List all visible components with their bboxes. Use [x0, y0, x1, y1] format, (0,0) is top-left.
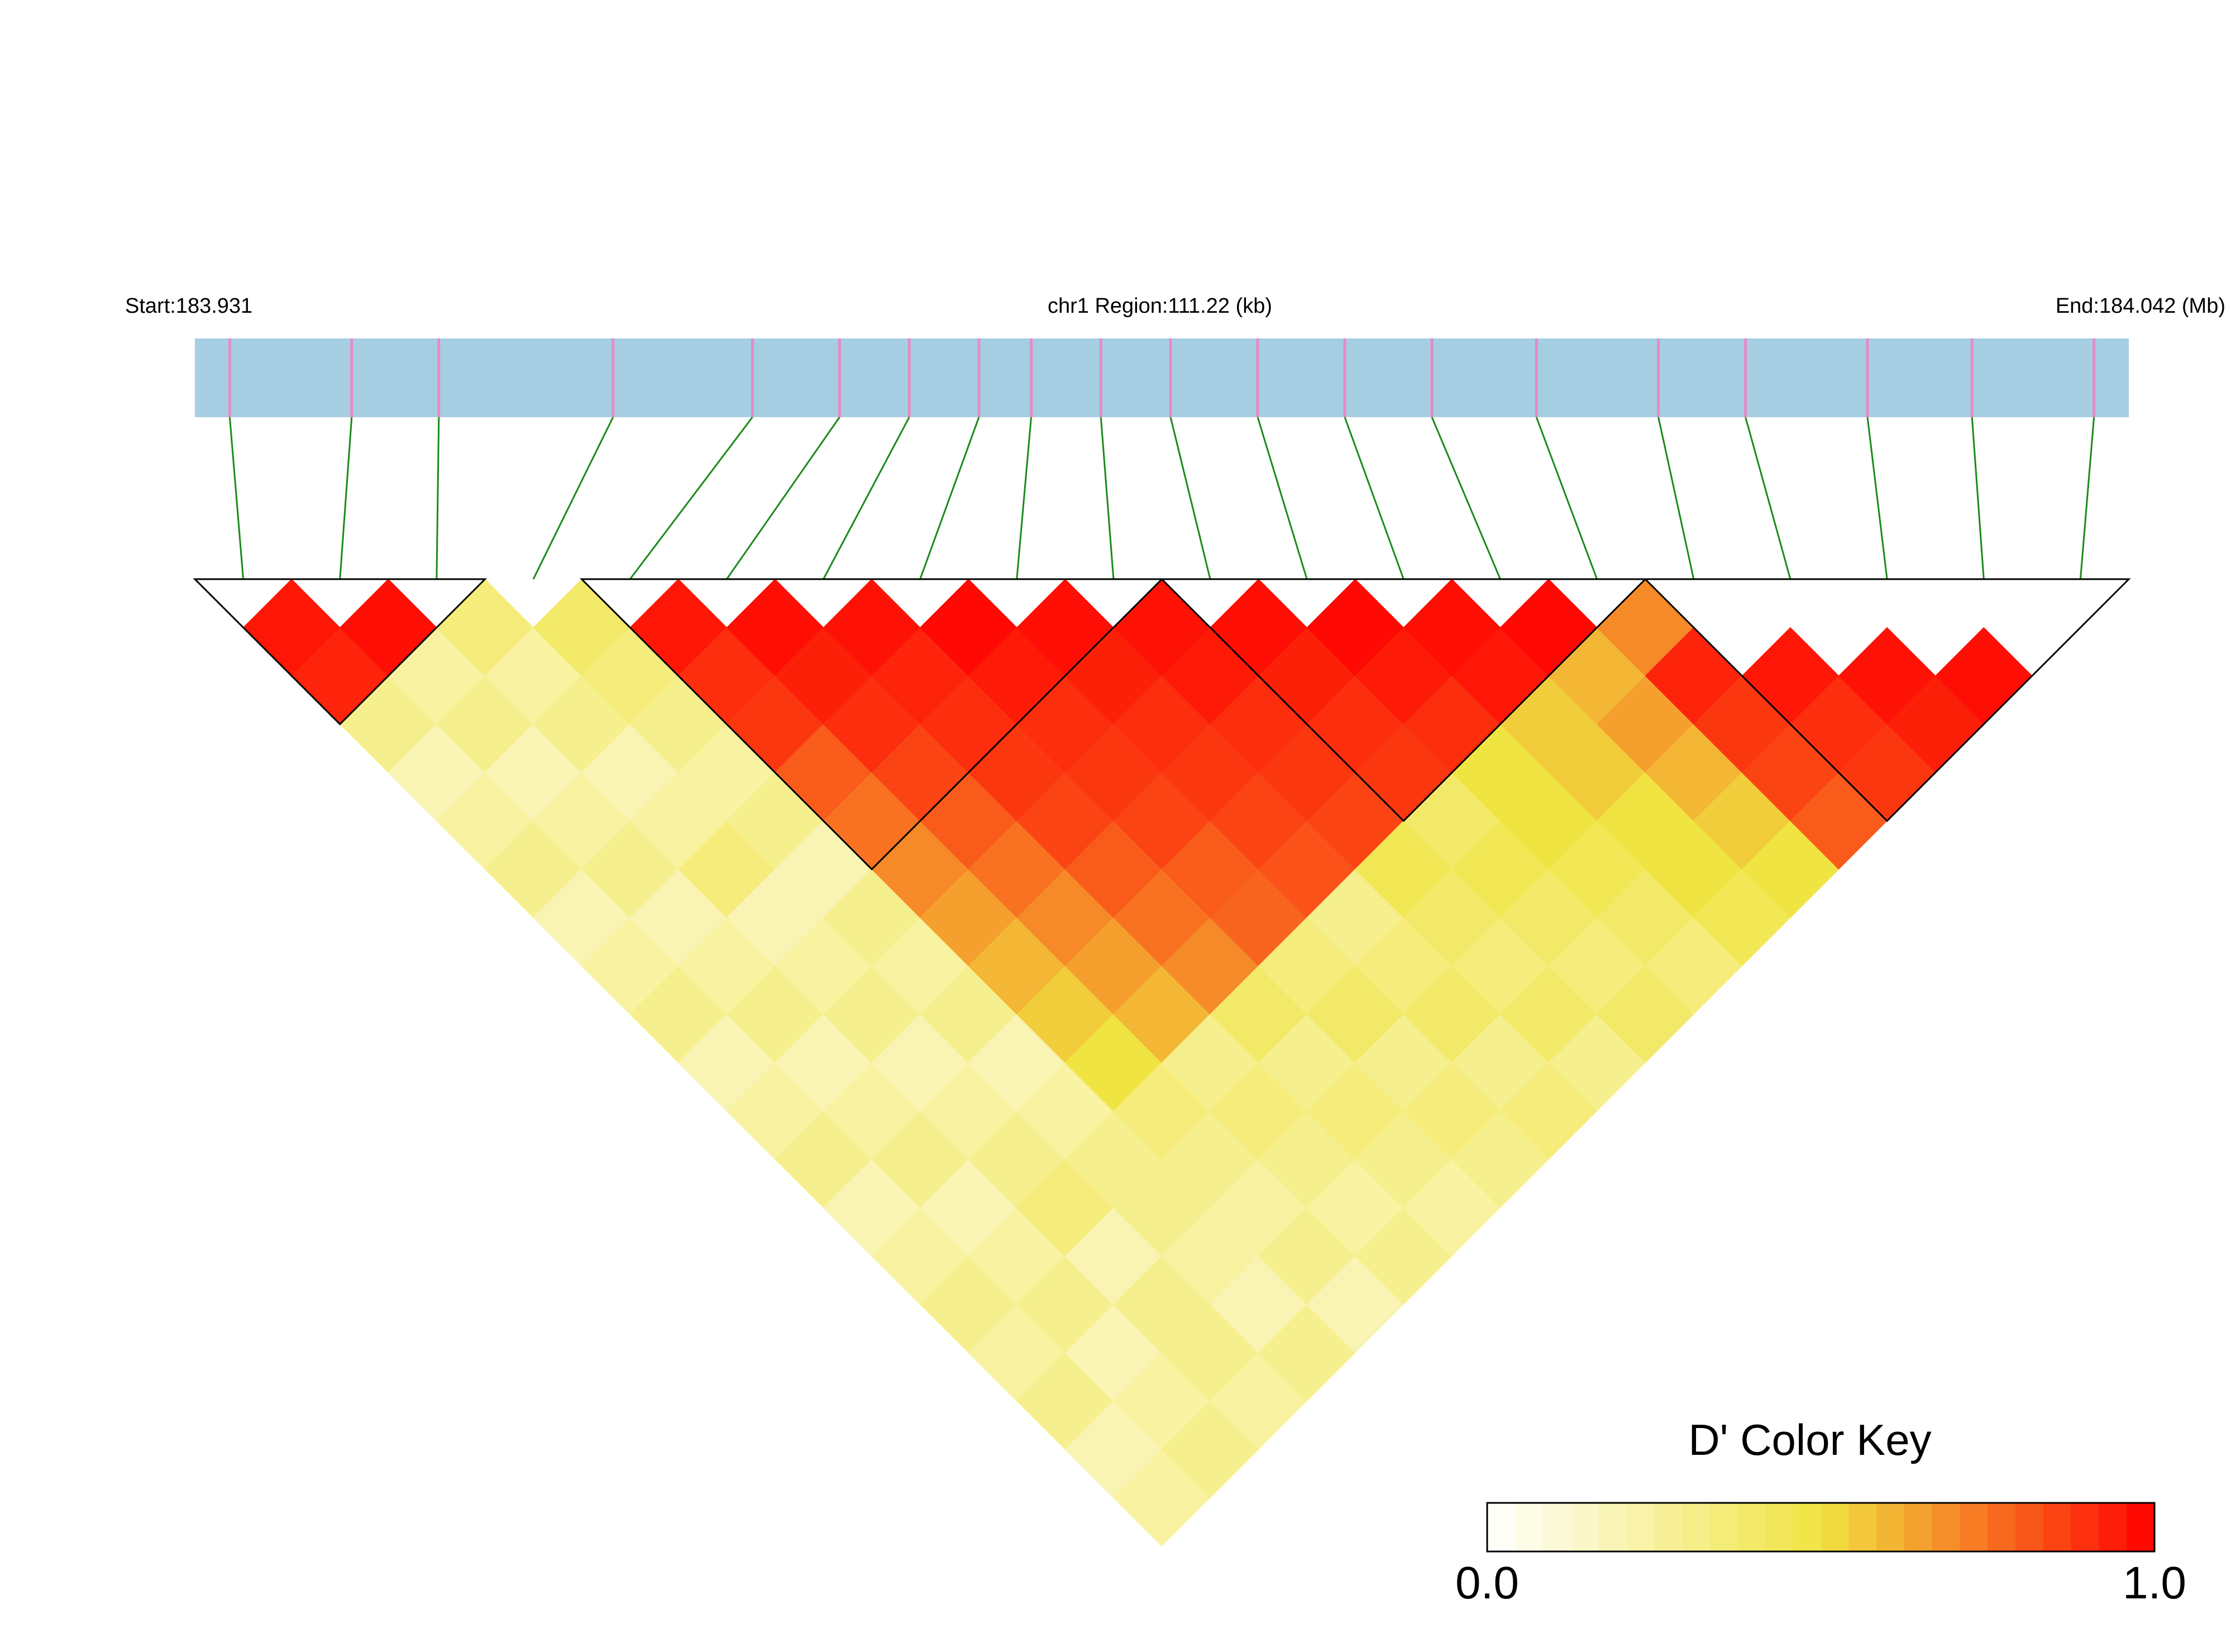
legend-swatch: [1542, 1503, 1571, 1551]
legend-swatch: [1932, 1503, 1960, 1551]
legend-tick-label: 1.0: [2123, 1558, 2186, 1608]
snp-link: [1016, 417, 1033, 580]
legend-swatch: [2043, 1503, 2072, 1551]
legend-swatch: [1765, 1503, 1794, 1551]
legend-swatch: [1876, 1503, 1905, 1551]
legend-swatch: [1709, 1503, 1738, 1551]
position-strip: [195, 338, 2129, 417]
snp-link: [726, 417, 840, 580]
ld-block: [1159, 578, 1647, 822]
snp-link: [339, 417, 353, 580]
snp-link: [532, 417, 614, 580]
snp-link: [1535, 417, 1598, 580]
snp-link: [1657, 417, 1695, 580]
ld-block: [1643, 578, 2131, 822]
end-label: End:184.042 (Mb): [2056, 294, 2225, 318]
legend-swatch: [1848, 1503, 1877, 1551]
snp-link: [436, 417, 440, 580]
snp-link: [1100, 417, 1115, 580]
snp-link: [2079, 417, 2095, 580]
legend-swatch: [1821, 1503, 1849, 1551]
chart-title: chr1 Region:111.22 (kb): [1048, 294, 1272, 318]
legend-swatch: [1737, 1503, 1766, 1551]
legend-swatch: [1515, 1503, 1544, 1551]
legend-title: D' Color Key: [1688, 1415, 1931, 1464]
legend-swatch: [1681, 1503, 1710, 1551]
legend-swatch: [1793, 1503, 1821, 1551]
ld-block: [579, 578, 1164, 871]
snp-link: [1971, 417, 1985, 580]
legend-tick-label: 0.0: [1455, 1558, 1519, 1608]
snp-link: [1169, 417, 1211, 580]
legend-swatch: [2099, 1503, 2127, 1551]
snp-link: [919, 417, 980, 580]
legend-swatch: [1988, 1503, 2016, 1551]
ld-block: [193, 578, 488, 725]
legend-swatch: [1626, 1503, 1655, 1551]
legend-swatch: [1904, 1503, 1933, 1551]
legend-swatch: [1960, 1503, 1988, 1551]
legend-swatch: [1598, 1503, 1627, 1551]
snp-link: [1866, 417, 1888, 580]
snp-link: [629, 417, 753, 580]
legend-swatch: [1654, 1503, 1683, 1551]
snp-link: [1745, 417, 1792, 580]
legend-swatch: [1570, 1503, 1599, 1551]
snp-link: [1344, 417, 1404, 580]
snp-link: [823, 417, 910, 580]
legend-swatch: [1487, 1503, 1516, 1551]
snp-link: [1431, 417, 1501, 580]
start-label: Start:183.931: [125, 294, 252, 318]
legend-swatch: [2015, 1503, 2044, 1551]
legend-swatch: [2071, 1503, 2099, 1551]
legend-frame: [1486, 1502, 2156, 1553]
snp-link: [1257, 417, 1308, 580]
legend-swatch: [2127, 1503, 2155, 1551]
snp-link: [228, 417, 245, 580]
